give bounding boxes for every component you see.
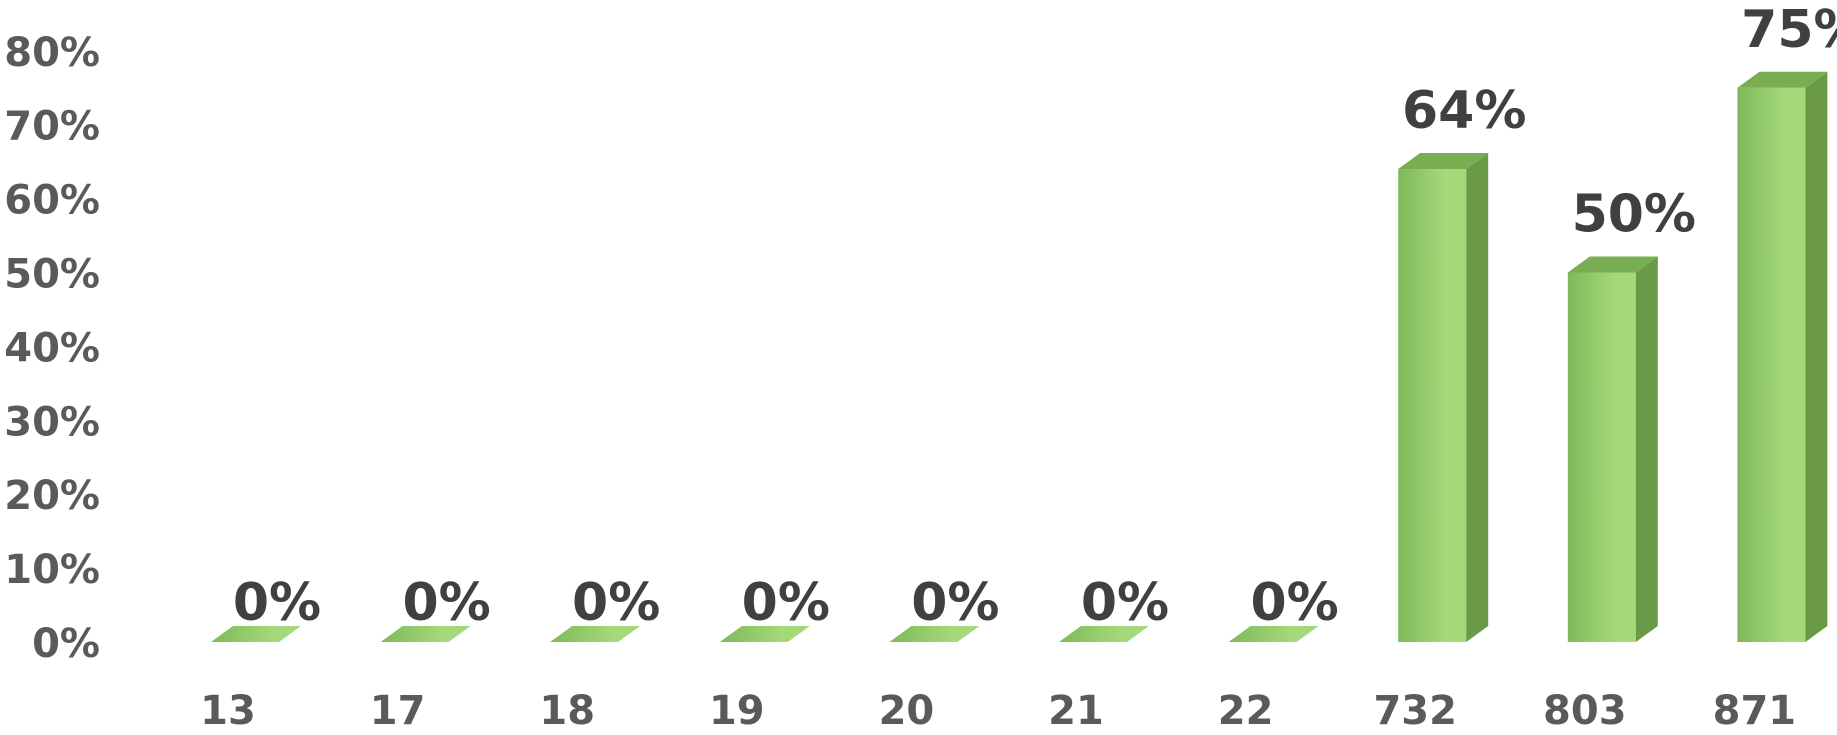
- data-labels-group: 0% 0% 0% 0% 0% 0% 0% 64% 50% 75%: [233, 0, 1837, 633]
- x-tick-label: 803: [1543, 688, 1627, 734]
- bar-871: [1737, 71, 1828, 642]
- bar-front: [1398, 169, 1467, 643]
- x-tick-label: 19: [709, 688, 765, 734]
- x-tick-label: 21: [1048, 688, 1104, 734]
- bar-20: [889, 626, 980, 642]
- data-label: 0%: [1250, 573, 1338, 633]
- y-tick-label: 70%: [4, 104, 100, 150]
- x-tick-label: 22: [1218, 688, 1274, 734]
- y-tick-label: 10%: [4, 547, 100, 593]
- y-tick-label: 20%: [4, 473, 100, 519]
- y-axis: 0% 10% 20% 30% 40% 50% 60% 70% 80%: [4, 30, 100, 667]
- y-tick-label: 30%: [4, 399, 100, 445]
- data-label: 50%: [1572, 185, 1696, 245]
- data-label: 75%: [1741, 0, 1837, 60]
- bar-side: [1635, 256, 1658, 642]
- data-label: 0%: [402, 573, 490, 633]
- data-label: 0%: [1081, 573, 1169, 633]
- bar-front: [1737, 87, 1806, 642]
- data-label: 64%: [1402, 81, 1526, 141]
- data-label: 0%: [911, 573, 999, 633]
- bar-13: [211, 626, 301, 642]
- x-tick-label: 871: [1713, 688, 1797, 734]
- bar-18: [550, 626, 641, 642]
- data-label: 0%: [572, 573, 660, 633]
- bar-flat: [1228, 626, 1319, 642]
- bar-flat: [550, 626, 641, 642]
- bar-19: [719, 626, 810, 642]
- x-tick-label: 13: [200, 688, 256, 734]
- bar-732: [1398, 153, 1489, 643]
- bar-top: [1567, 256, 1658, 273]
- y-tick-label: 80%: [4, 30, 100, 76]
- y-tick-label: 50%: [4, 252, 100, 298]
- data-label: 0%: [742, 573, 830, 633]
- x-tick-label: 18: [539, 688, 595, 734]
- bar-803: [1567, 256, 1658, 642]
- bar-17: [380, 626, 471, 642]
- x-tick-label: 17: [370, 688, 426, 734]
- bar-flat: [211, 626, 301, 642]
- y-tick-label: 0%: [32, 621, 100, 667]
- bar-flat: [380, 626, 471, 642]
- bar-side: [1466, 153, 1489, 643]
- bar-21: [1059, 626, 1149, 642]
- bar-front: [1567, 272, 1636, 642]
- x-axis: 13 17 18 19 20 21 22 732 803 871: [200, 688, 1796, 734]
- bar-flat: [1059, 626, 1149, 642]
- data-label: 0%: [233, 573, 321, 633]
- x-tick-label: 20: [879, 688, 935, 734]
- bar-flat: [719, 626, 810, 642]
- x-tick-label: 732: [1373, 688, 1457, 734]
- y-tick-label: 60%: [4, 178, 100, 224]
- bar-flat: [889, 626, 980, 642]
- y-tick-label: 40%: [4, 325, 100, 371]
- bar-22: [1228, 626, 1319, 642]
- bar-side: [1805, 71, 1828, 642]
- bar-top: [1737, 71, 1828, 88]
- bar-top: [1398, 153, 1489, 170]
- bars-group: [211, 71, 1828, 643]
